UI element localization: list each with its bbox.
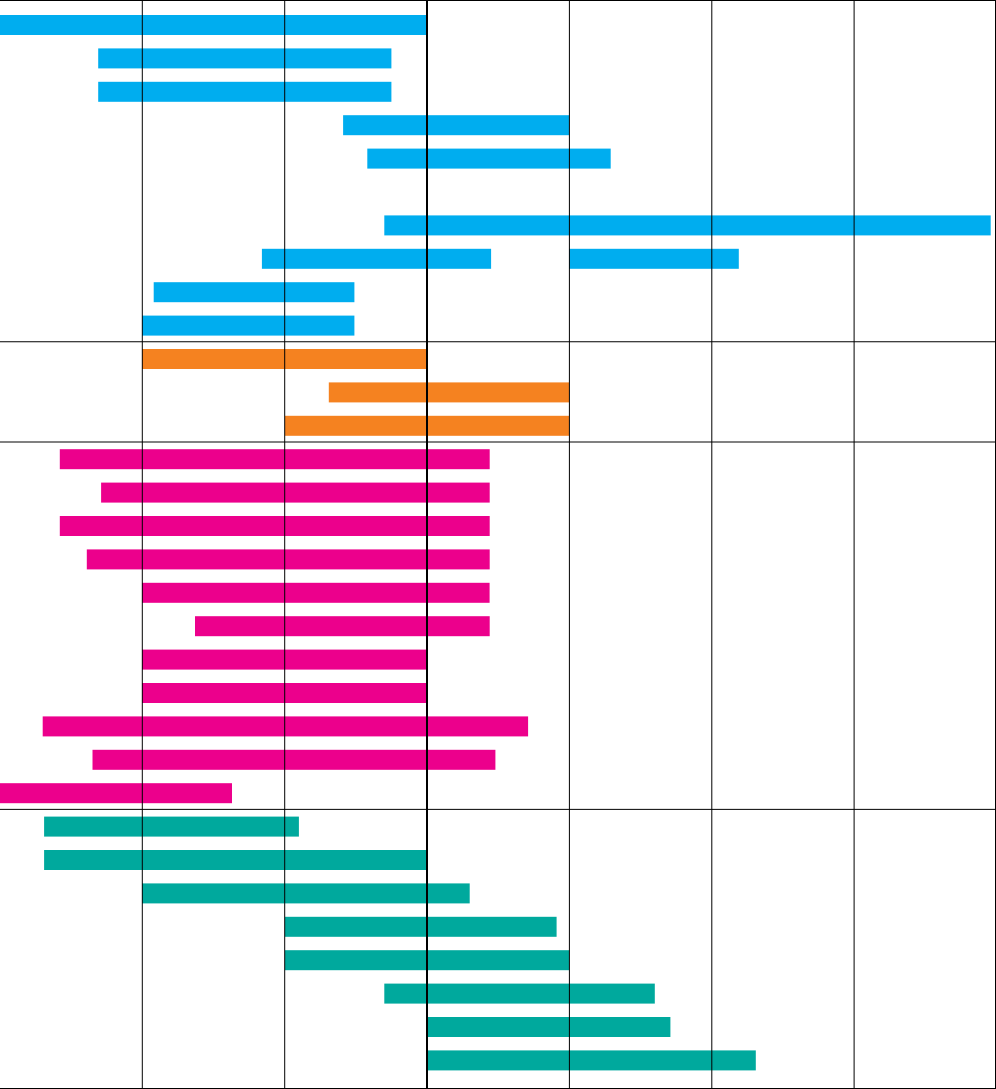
bar-blue-3	[343, 115, 570, 136]
bar-blue-0	[0, 15, 427, 35]
bar-teal-0	[44, 816, 299, 837]
bar-magenta-8	[42, 716, 529, 737]
bars-layer	[0, 15, 991, 1071]
bar-teal-7	[427, 1050, 756, 1071]
bar-orange-1	[328, 382, 570, 403]
bar-magenta-3	[86, 549, 490, 570]
bar-teal-5	[384, 983, 655, 1004]
bar-magenta-9	[92, 749, 496, 770]
bar-teal-1	[44, 850, 427, 870]
bar-magenta-1	[101, 482, 490, 503]
bar-teal-3	[284, 916, 557, 937]
bar-blue-8	[153, 282, 355, 303]
bar-blue-extra-0	[569, 248, 739, 269]
bar-blue-4	[367, 148, 611, 169]
bar-blue-7	[261, 248, 492, 269]
bar-blue-6	[384, 215, 991, 236]
bar-magenta-4	[142, 582, 490, 603]
bar-blue-9	[142, 315, 355, 336]
bar-teal-2	[142, 883, 470, 904]
bar-teal-6	[427, 1017, 671, 1037]
bar-magenta-10	[0, 783, 232, 804]
bar-magenta-5	[195, 616, 490, 637]
bar-magenta-0	[59, 449, 490, 470]
bar-blue-1	[98, 48, 392, 69]
bar-magenta-2	[59, 516, 490, 536]
bar-blue-2	[98, 81, 392, 102]
